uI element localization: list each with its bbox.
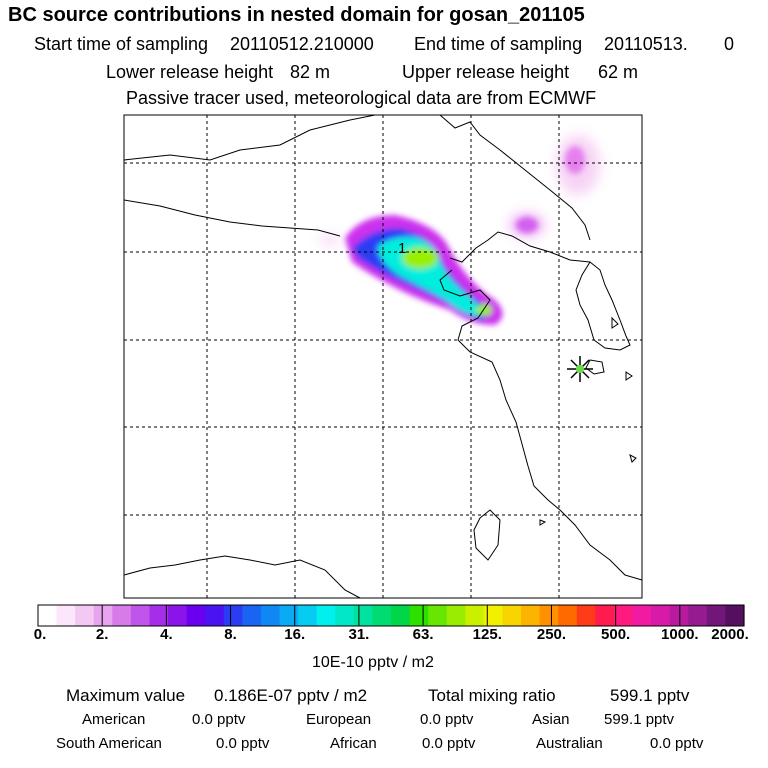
south-american-value: 0.0 pptv (216, 735, 270, 752)
colorbar-tick-label: 63. (412, 626, 434, 643)
colorbar-swatch (725, 605, 745, 626)
max-value-label: Maximum value (66, 686, 186, 705)
european-value: 0.0 pptv (420, 711, 474, 728)
colorbar-swatch (706, 605, 727, 626)
european-label: European (306, 711, 372, 728)
colorbar-swatch (428, 605, 448, 626)
map-area: 1 (124, 115, 642, 598)
colorbar-tick-label: 2. (95, 626, 109, 643)
colorbar-swatch (316, 605, 336, 626)
colorbar-swatch (75, 605, 95, 626)
american-value: 0.0 pptv (192, 711, 246, 728)
colorbar-swatch (576, 605, 596, 626)
colorbar-swatch (558, 605, 578, 626)
colorbar-tick-label: 250. (536, 626, 567, 643)
asian-label: Asian (532, 711, 570, 728)
colorbar-swatch (186, 605, 206, 626)
south-american-label: South American (56, 735, 162, 752)
colorbar-swatch (669, 605, 689, 626)
coastlines (124, 115, 642, 598)
colorbar-swatch (279, 605, 299, 626)
colorbar-swatch (539, 605, 559, 626)
colorbar-tick-label: 125. (472, 626, 502, 643)
colorbar-swatch (223, 605, 243, 626)
colorbar-tick-label: 500. (601, 626, 631, 643)
african-value: 0.0 pptv (422, 735, 476, 752)
asian-value: 599.1 pptv (604, 711, 675, 728)
colorbar-swatch (93, 605, 113, 626)
colorbar-swatch (56, 605, 76, 626)
total-mixing-value: 599.1 pptv (610, 686, 690, 705)
release-point-label: 1 (398, 240, 406, 257)
colorbar-swatch (130, 605, 151, 626)
colorbar-swatch (391, 605, 411, 626)
colorbar-swatch (483, 605, 504, 626)
colorbar-swatch (465, 605, 485, 626)
colorbar-tick-label: 4. (160, 626, 173, 643)
colorbar-swatch (688, 605, 708, 626)
colorbar-frame (37, 604, 745, 627)
tracer-note: Passive tracer used, meteorological data… (126, 88, 597, 108)
colorbar-swatch (632, 605, 652, 626)
colorbar-swatch (613, 605, 634, 626)
colorbar-swatch (521, 605, 541, 626)
colorbar-swatch (335, 605, 355, 626)
colorbar-swatch (353, 605, 374, 626)
figure-title: BC source contributions in nested domain… (8, 4, 585, 26)
colorbar-swatch (502, 605, 522, 626)
colorbar-unit: 10E-10 pptv / m2 (312, 654, 434, 671)
lower-height-value: 82 m (290, 62, 331, 82)
australian-label: Australian (536, 735, 603, 752)
colorbar (37, 604, 745, 627)
colorbar-tick-label: 2000. (711, 626, 749, 643)
start-time-label: Start time of sampling (34, 34, 209, 54)
end-time-extra: 0 (724, 34, 735, 54)
colorbar-swatch (298, 605, 318, 626)
colorbar-swatch (372, 605, 392, 626)
upper-height-label: Upper release height (402, 62, 570, 82)
concentration-plume (320, 135, 600, 325)
colorbar-swatch (38, 605, 58, 626)
receptor-marker-icon (567, 356, 593, 382)
colorbar-tick-label: 0. (33, 626, 47, 643)
colorbar-tick-label: 31. (348, 626, 370, 643)
colorbar-swatch (595, 605, 615, 626)
colorbar-swatch (149, 605, 169, 626)
colorbar-swatch (205, 605, 225, 626)
colorbar-tick-label: 16. (284, 626, 306, 643)
colorbar-swatch (260, 605, 281, 626)
upper-height-value: 62 m (598, 62, 639, 82)
max-value: 0.186E-07 pptv / m2 (214, 686, 368, 705)
map-frame (123, 114, 643, 599)
colorbar-swatch (112, 605, 132, 626)
end-time-label: End time of sampling (414, 34, 583, 54)
colorbar-swatch (409, 605, 429, 626)
end-time-value: 20110513. (604, 34, 688, 54)
colorbar-tick-label: 1000. (661, 626, 699, 643)
lower-height-label: Lower release height (106, 62, 274, 82)
colorbar-tick-label: 8. (224, 626, 237, 643)
colorbar-swatch (446, 605, 466, 626)
colorbar-swatch (242, 605, 262, 626)
african-label: African (330, 735, 377, 752)
australian-value: 0.0 pptv (650, 735, 704, 752)
colorbar-swatch (168, 605, 188, 626)
american-label: American (82, 711, 146, 728)
total-mixing-label: Total mixing ratio (428, 686, 556, 705)
start-time-value: 20110512.210000 (230, 34, 374, 54)
colorbar-swatch (651, 605, 671, 626)
lat-lon-grid (124, 115, 642, 598)
